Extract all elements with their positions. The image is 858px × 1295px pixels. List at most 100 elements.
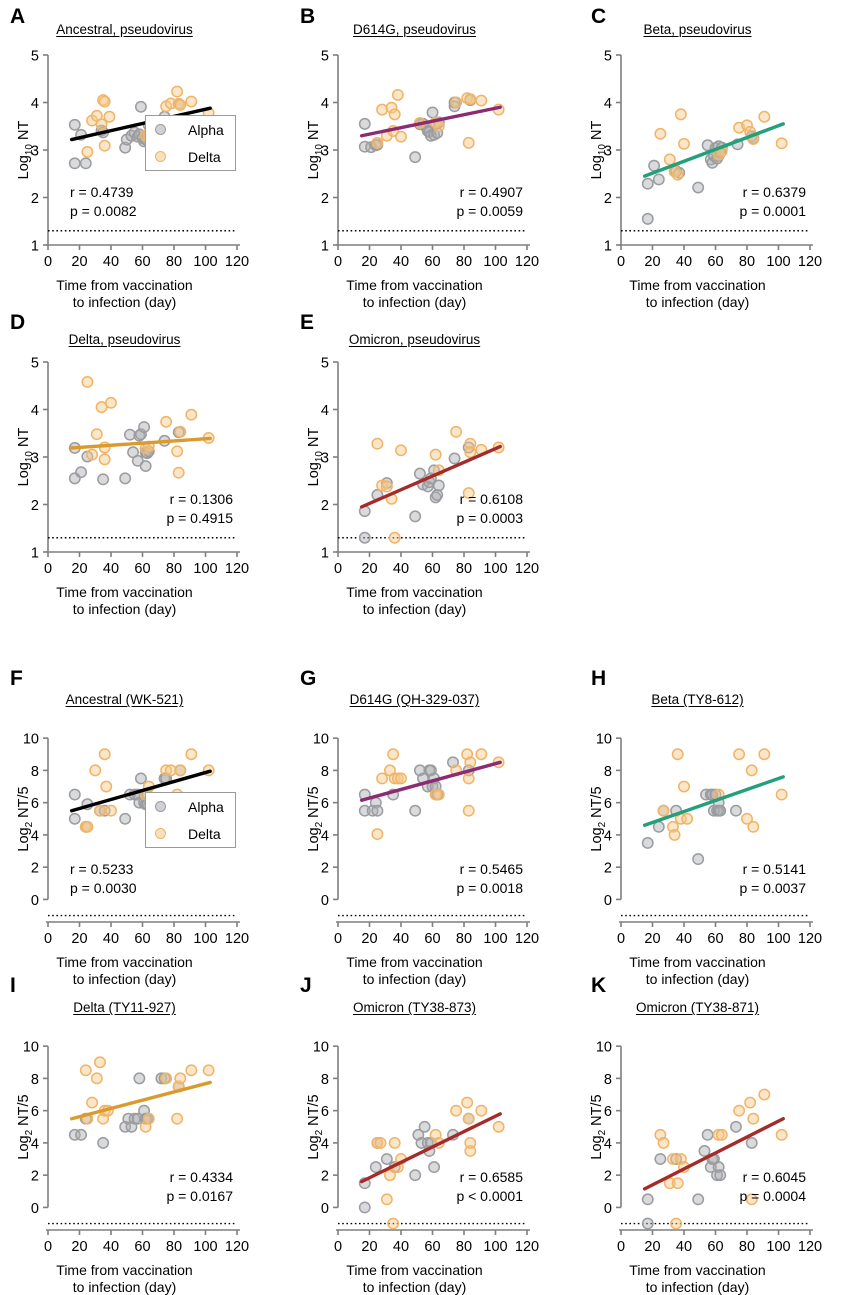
y-tick-label: 10 — [313, 1040, 329, 1056]
r-value-text: r = 0.5141 — [742, 861, 806, 877]
x-tick-label: 80 — [739, 254, 755, 270]
p-value-text: p = 0.0004 — [739, 1187, 806, 1204]
y-tick-label: 2 — [321, 861, 329, 877]
data-point-alpha — [68, 788, 81, 801]
y-axis-label-base: Log — [589, 1135, 605, 1160]
y-tick-label: 1 — [31, 546, 39, 562]
y-tick-label: 5 — [31, 49, 39, 65]
x-axis-label: Time from vaccination to infection (day) — [302, 954, 527, 987]
legend-item-alpha[interactable]: Alpha — [146, 793, 235, 820]
x-axis-label-line1: Time from vaccination — [56, 277, 193, 293]
y-tick-label: 6 — [31, 796, 39, 812]
x-tick-label: 40 — [103, 931, 119, 947]
data-point-delta — [98, 139, 111, 152]
x-tick-label: 80 — [166, 561, 182, 577]
data-point-delta — [174, 1072, 187, 1085]
p-value-text: p = 0.0082 — [70, 202, 137, 219]
y-tick-label: 2 — [604, 1169, 612, 1185]
data-point-alpha — [641, 1193, 654, 1206]
p-value-text: p = 0.0003 — [456, 509, 523, 526]
x-tick-label: 120 — [225, 254, 249, 270]
x-tick-label: 0 — [617, 931, 625, 947]
r-value-text: r = 0.5465 — [459, 861, 523, 877]
regression-line — [69, 106, 212, 142]
data-point-delta — [185, 408, 198, 421]
data-point-delta — [715, 1128, 728, 1141]
regression-line — [359, 105, 502, 138]
data-point-delta — [388, 1136, 401, 1149]
y-axis-label-unit: NT/5 — [589, 786, 605, 822]
data-point-alpha — [138, 421, 151, 434]
p-value-text: p = 0.0059 — [456, 202, 523, 219]
data-point-delta — [462, 487, 475, 500]
data-point-delta — [391, 88, 404, 101]
data-point-delta — [185, 95, 198, 108]
x-axis-label-line2: to infection (day) — [72, 970, 177, 987]
y-tick-label: 6 — [604, 1104, 612, 1120]
data-point-alpha — [75, 466, 88, 479]
panel-title: D614G (QH-329-037) — [349, 692, 480, 707]
data-point-alpha — [701, 1128, 714, 1141]
data-point-delta — [464, 437, 477, 450]
data-point-delta — [681, 812, 694, 825]
data-point-delta — [81, 376, 94, 388]
data-point-delta — [429, 448, 442, 461]
r-value-text: r = 0.4907 — [459, 184, 523, 200]
data-point-delta — [492, 1120, 505, 1133]
x-tick-label: 0 — [44, 254, 52, 270]
statistics-annotation: r = 0.6108 p = 0.0003 — [290, 490, 523, 528]
x-tick-label: 100 — [483, 1239, 507, 1255]
data-point-delta — [95, 401, 108, 414]
y-axis-label-subscript: 2 — [596, 1129, 608, 1136]
data-point-delta — [775, 788, 788, 801]
x-tick-label: 80 — [166, 254, 182, 270]
data-point-delta — [475, 94, 488, 107]
data-point-delta — [94, 1056, 106, 1069]
legend-item-alpha[interactable]: Alpha — [146, 116, 235, 143]
data-point-delta — [388, 108, 401, 121]
x-tick-label: 40 — [676, 1239, 692, 1255]
y-tick-label: 2 — [604, 861, 612, 877]
y-axis-label-base: Log — [16, 155, 32, 180]
r-value-text: r = 0.5233 — [70, 861, 134, 877]
x-tick-label: 20 — [644, 254, 660, 270]
data-point-alpha — [418, 1120, 431, 1133]
data-point-delta — [464, 1136, 477, 1149]
y-tick-label: 4 — [321, 1136, 329, 1152]
x-axis-label-line1: Time from vaccination — [346, 277, 483, 293]
x-axis-label: Time from vaccination to infection (day) — [585, 1262, 810, 1295]
y-axis-label: Log10 NT — [306, 121, 325, 180]
data-point-delta — [371, 1136, 384, 1149]
legend-item-delta[interactable]: Delta — [146, 143, 235, 170]
panel-letter: A — [10, 5, 26, 28]
statistics-annotation: r = 0.6045 p = 0.0004 — [573, 1168, 806, 1206]
x-tick-label: 100 — [483, 254, 507, 270]
y-axis-label-subscript: 2 — [313, 821, 325, 828]
data-point-delta — [105, 804, 117, 817]
y-tick-label: 8 — [321, 1072, 329, 1088]
x-tick-label: 100 — [766, 254, 790, 270]
data-point-delta — [376, 103, 389, 116]
x-tick-label: 80 — [456, 254, 472, 270]
x-tick-label: 60 — [424, 254, 440, 270]
data-point-alpha — [97, 473, 110, 486]
p-value-text: p = 0.0001 — [739, 202, 806, 219]
x-tick-label: 40 — [103, 1239, 119, 1255]
y-tick-label: 4 — [321, 403, 329, 419]
y-tick-label: 1 — [321, 546, 329, 562]
data-point-delta — [464, 756, 477, 769]
panel-title: Beta, pseudovirus — [643, 22, 752, 37]
y-axis-label-unit: NT/5 — [306, 786, 322, 822]
data-point-delta — [98, 95, 111, 108]
x-tick-label: 120 — [798, 931, 822, 947]
legend-item-delta[interactable]: Delta — [146, 820, 235, 847]
data-point-delta — [94, 804, 106, 817]
y-axis-label-unit: NT/5 — [306, 1094, 322, 1130]
regression-line — [359, 1112, 502, 1184]
x-axis-label-line2: to infection (day) — [362, 293, 467, 310]
panel-letter: E — [300, 311, 315, 334]
data-point-delta — [464, 93, 477, 106]
data-point-delta — [462, 772, 475, 785]
x-axis-label-line2: to infection (day) — [645, 970, 750, 987]
x-axis-label-line1: Time from vaccination — [629, 277, 766, 293]
